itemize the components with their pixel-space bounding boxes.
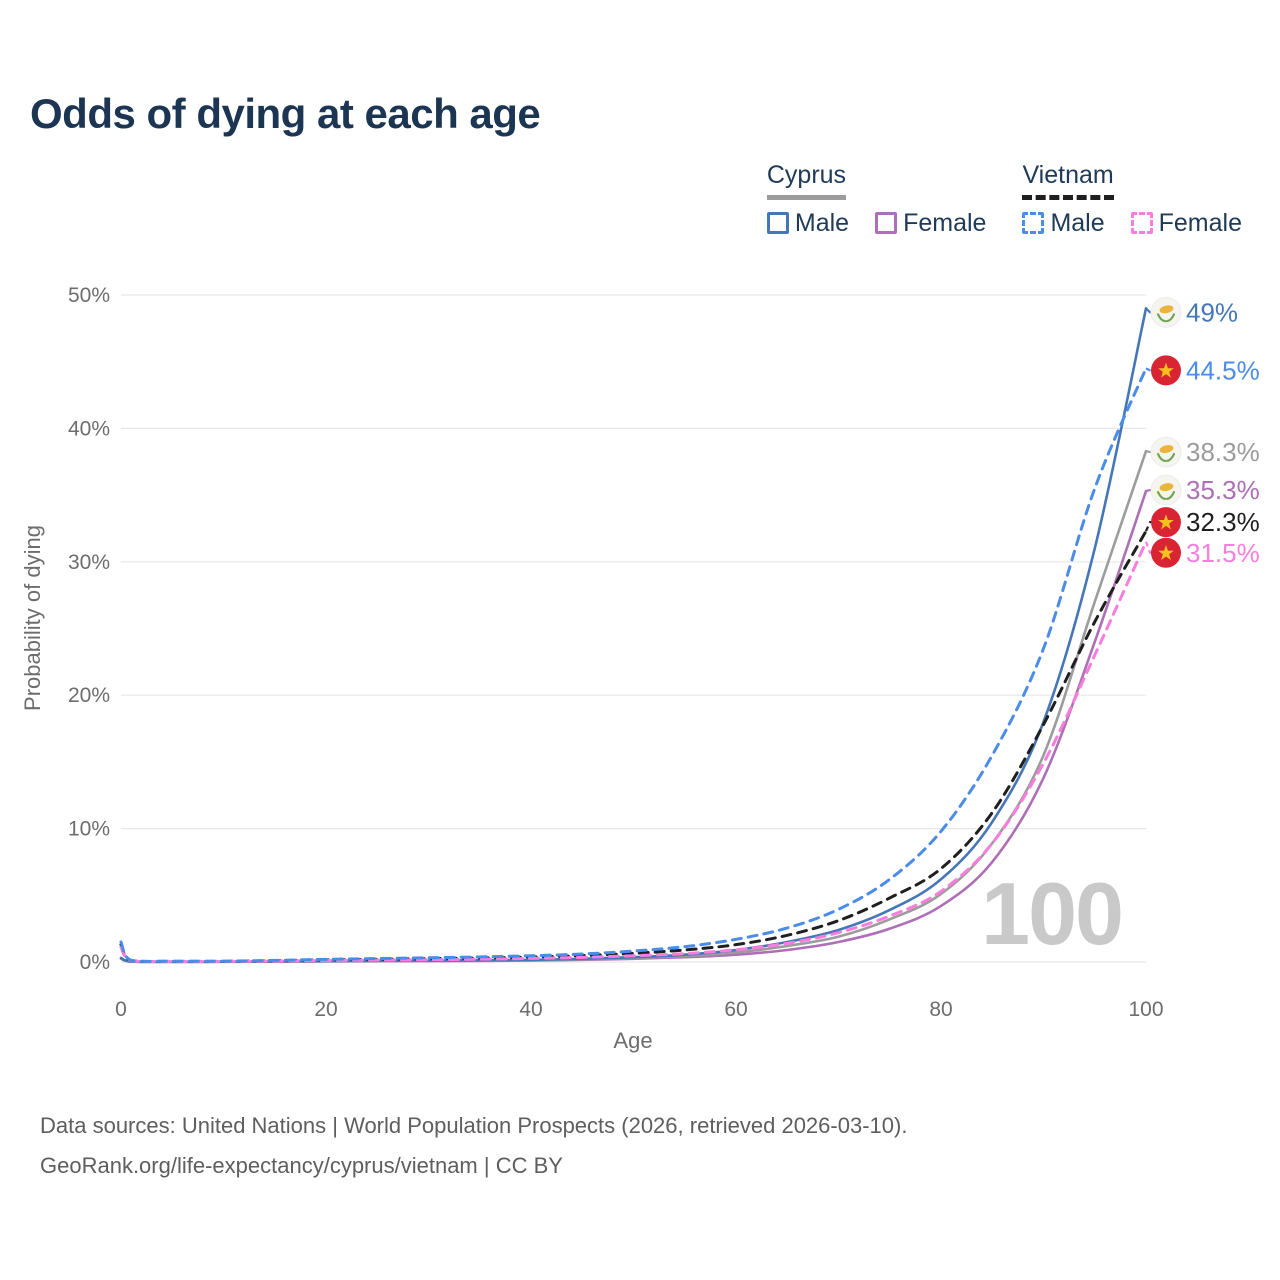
end-value-label-vietnam-female: 31.5% <box>1186 538 1260 568</box>
branch-shape <box>1156 452 1167 462</box>
legend-items-vietnam: Male Female <box>1022 209 1242 238</box>
end-value-label-cyprus-female: 35.3% <box>1186 475 1260 505</box>
vietnam-female-swatch-icon <box>1130 212 1153 234</box>
x-tick-label-4: 80 <box>929 998 952 1021</box>
legend-item-vietnam-male[interactable]: Male <box>1022 208 1105 238</box>
end-value-label-vietnam-both-sexes: 32.3% <box>1186 507 1260 537</box>
cyprus-female-swatch-icon <box>875 212 898 234</box>
x-tick-label-1: 20 <box>314 998 337 1021</box>
y-tick-label-4: 40% <box>68 417 110 440</box>
branch-shape <box>1156 490 1167 500</box>
legend-group-vietnam: Vietnam Male Female <box>1022 161 1242 238</box>
footer: Data sources: United Nations | World Pop… <box>40 1106 907 1186</box>
legend-item-vietnam-female[interactable]: Female <box>1130 208 1242 238</box>
legend: Cyprus Male Female Vietnam Male Female <box>766 161 1242 238</box>
x-tick-label-0: 0 <box>115 998 127 1021</box>
cyprus-flag-icon <box>1150 436 1182 468</box>
x-tick-label-5: 100 <box>1128 998 1163 1021</box>
axis-layer: 0% 10% 20% 30% 40% 50% 0 20 40 60 80 100 <box>68 284 1164 1021</box>
legend-label-cyprus-male: Male <box>794 208 850 237</box>
star-shape <box>1158 514 1174 530</box>
branch-shape <box>1165 490 1176 500</box>
y-tick-label-2: 20% <box>68 684 110 707</box>
y-tick-label-1: 10% <box>68 818 110 841</box>
end-value-label-cyprus-both-sexes: 38.3% <box>1186 437 1260 467</box>
island-shape <box>1159 305 1174 314</box>
legend-label-vietnam-male: Male <box>1050 208 1105 237</box>
vietnam-male-swatch-icon <box>1022 212 1045 234</box>
x-axis-title: Age <box>613 1028 652 1053</box>
legend-country-cyprus[interactable]: Cyprus <box>766 161 847 200</box>
annotation-layer: 35.3% 38.3% 49% 32.3%31.5% 44.5% <box>1144 296 1260 568</box>
age-counter-watermark: 100 <box>981 864 1124 963</box>
grid-layer <box>121 294 1146 963</box>
star-shape <box>1158 362 1174 378</box>
legend-items-cyprus: Male Female <box>766 208 986 238</box>
vietnam-flag-icon <box>1151 507 1181 538</box>
cyprus-flag-icon <box>1150 474 1182 506</box>
legend-country-vietnam[interactable]: Vietnam <box>1022 161 1114 200</box>
label-connector-vietnam-male <box>1145 367 1155 372</box>
branch-shape <box>1156 313 1167 323</box>
data-source-line: Data sources: United Nations | World Pop… <box>40 1113 908 1138</box>
legend-label-cyprus-female: Female <box>903 208 987 237</box>
star-shape <box>1158 544 1174 560</box>
legend-item-cyprus-male[interactable]: Male <box>766 208 850 238</box>
label-connector-vietnam-female <box>1144 541 1155 554</box>
cyprus-flag-icon <box>1150 296 1182 328</box>
y-tick-label-3: 30% <box>68 551 110 574</box>
cyprus-male-swatch-icon <box>766 212 789 234</box>
end-value-label-vietnam-male: 44.5% <box>1186 355 1260 385</box>
legend-item-cyprus-female[interactable]: Female <box>875 209 986 238</box>
legend-label-vietnam-female: Female <box>1158 208 1242 237</box>
series-line-vietnam-male <box>119 366 1148 963</box>
x-tick-label-2: 40 <box>519 998 542 1021</box>
vietnam-flag-icon <box>1151 355 1181 386</box>
y-tick-label-5: 50% <box>68 284 110 307</box>
y-tick-label-0: 0% <box>80 951 110 974</box>
island-shape <box>1159 483 1174 492</box>
x-tick-label-3: 60 <box>724 998 747 1021</box>
chart-title: Odds of dying at each age <box>30 90 541 137</box>
island-shape <box>1159 445 1174 454</box>
branch-shape <box>1165 313 1176 323</box>
y-axis-title: Probability of dying <box>20 525 45 711</box>
legend-group-cyprus: Cyprus Male Female <box>766 161 986 238</box>
attribution-line: GeoRank.org/life-expectancy/cyprus/vietn… <box>40 1153 563 1178</box>
branch-shape <box>1165 452 1176 462</box>
end-value-label-cyprus-male: 49% <box>1186 297 1238 327</box>
series-layer <box>119 307 1148 964</box>
vietnam-flag-icon <box>1151 537 1181 568</box>
